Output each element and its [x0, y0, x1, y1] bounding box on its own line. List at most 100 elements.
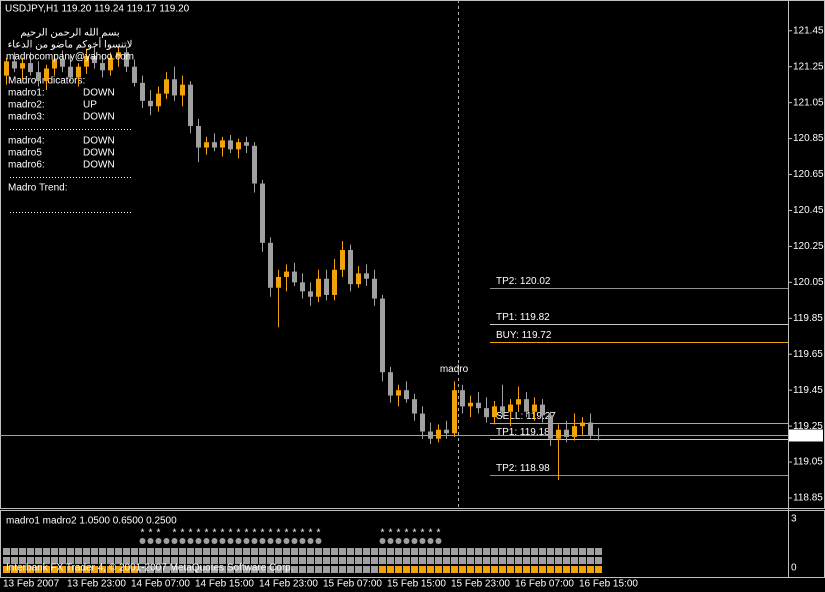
signal-square	[355, 557, 362, 564]
candle-body	[476, 402, 481, 409]
signal-square	[483, 566, 490, 573]
signal-dot	[403, 538, 410, 544]
candle-body	[284, 271, 289, 277]
signal-star: *	[405, 528, 409, 539]
indicator-label: madro1 madro2 1.0500 0.6500 0.2500	[6, 516, 177, 527]
signal-star: *	[285, 528, 289, 539]
signal-square	[195, 548, 202, 555]
signal-star: *	[293, 528, 297, 539]
signal-square	[331, 566, 338, 573]
signal-square	[475, 557, 482, 564]
signal-square	[251, 566, 258, 573]
signal-square	[427, 548, 434, 555]
level-label: TP1: 119.82	[496, 312, 550, 323]
signal-dot	[235, 538, 242, 544]
signal-square	[67, 566, 74, 573]
signal-square	[187, 566, 194, 573]
candle-body	[332, 269, 337, 295]
signal-square	[179, 548, 186, 555]
signal-dot	[155, 538, 162, 544]
signal-square	[275, 548, 282, 555]
y-tick-label: 119.85	[793, 313, 823, 324]
signal-dot	[163, 538, 170, 544]
candle-body	[548, 415, 553, 439]
signal-square	[19, 548, 26, 555]
candle-body	[44, 68, 49, 82]
signal-square	[323, 557, 330, 564]
signal-square	[195, 557, 202, 564]
candle-body	[228, 140, 233, 150]
x-tick-label: 15 Feb 23:00	[451, 579, 510, 590]
signal-square	[259, 566, 266, 573]
signal-square	[275, 557, 282, 564]
signal-square	[171, 548, 178, 555]
candle-body	[492, 406, 497, 418]
signal-square	[267, 557, 274, 564]
signal-square	[299, 548, 306, 555]
signal-star: *	[301, 528, 305, 539]
signal-square	[107, 548, 114, 555]
signal-square	[563, 566, 570, 573]
signal-square	[539, 566, 546, 573]
signal-square	[51, 557, 58, 564]
signal-dot	[275, 538, 282, 544]
y-tick-label: 118.85	[793, 493, 823, 504]
candle-body	[436, 429, 441, 439]
signal-square	[91, 548, 98, 555]
candle-body	[268, 242, 273, 288]
signal-square	[523, 566, 530, 573]
signal-square	[259, 548, 266, 555]
signal-square	[291, 566, 298, 573]
signal-square	[403, 548, 410, 555]
signal-square	[443, 566, 450, 573]
candle-body	[172, 79, 177, 96]
candle-body	[148, 100, 153, 107]
candle-body	[212, 142, 217, 148]
signal-dot	[219, 538, 226, 544]
signal-square	[91, 566, 98, 573]
signal-square	[35, 566, 42, 573]
signal-square	[387, 557, 394, 564]
signal-square	[435, 566, 442, 573]
candle-body	[484, 408, 489, 418]
signal-square	[275, 566, 282, 573]
signal-square	[363, 548, 370, 555]
signal-square	[11, 566, 18, 573]
x-tick-label: 13 Feb 23:00	[67, 579, 126, 590]
signal-square	[507, 566, 514, 573]
signal-square	[179, 566, 186, 573]
signal-square	[499, 557, 506, 564]
signal-square	[267, 566, 274, 573]
signal-square	[467, 557, 474, 564]
candle-body	[580, 422, 585, 427]
signal-square	[83, 557, 90, 564]
signal-square	[451, 566, 458, 573]
signal-star: *	[205, 528, 209, 539]
signal-square	[499, 548, 506, 555]
signal-dot	[267, 538, 274, 544]
signal-square	[179, 557, 186, 564]
signal-status: DOWN	[83, 136, 115, 147]
candle-body	[500, 406, 505, 412]
candle-body	[444, 429, 449, 434]
signal-status: UP	[83, 100, 97, 111]
signal-square	[227, 557, 234, 564]
signal-square	[379, 557, 386, 564]
y-tick-label: 119.25	[793, 421, 823, 432]
signal-dot	[395, 538, 402, 544]
signal-square	[339, 557, 346, 564]
signal-square	[291, 557, 298, 564]
signal-square	[379, 548, 386, 555]
signal-star: *	[253, 528, 257, 539]
signal-dot	[299, 538, 306, 544]
signal-square	[107, 557, 114, 564]
signal-square	[155, 566, 162, 573]
signal-square	[571, 566, 578, 573]
y-tick-label: 120.45	[793, 205, 824, 216]
signal-square	[563, 557, 570, 564]
y-tick-label: 120.25	[793, 241, 824, 252]
x-tick-label: 13 Feb 2007	[3, 579, 60, 590]
signal-square	[371, 548, 378, 555]
signal-label: madro5	[8, 148, 42, 159]
candle-body	[572, 426, 577, 437]
